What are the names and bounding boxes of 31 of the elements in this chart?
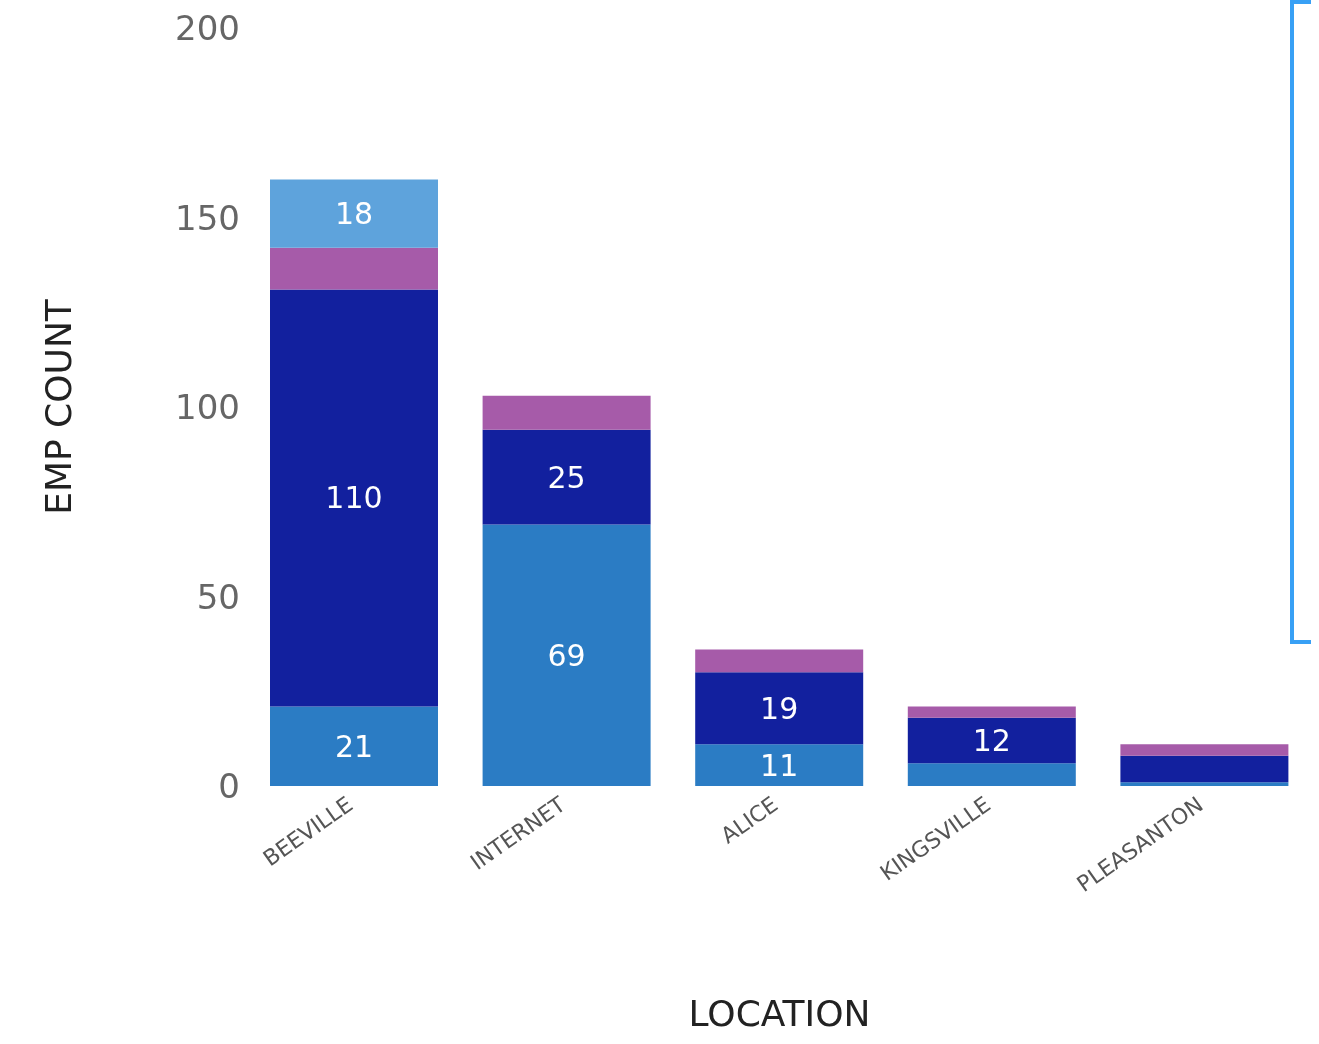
- data-label: 18: [334, 196, 374, 232]
- y-tick-label: 100: [175, 387, 240, 428]
- data-label: 110: [325, 480, 383, 516]
- data-label: 21: [334, 728, 374, 764]
- x-axis-title: LOCATION: [688, 993, 871, 1034]
- bar: [270, 179, 438, 248]
- data-label: 69: [547, 637, 586, 673]
- data-label: 25: [547, 459, 586, 495]
- bar: [482, 395, 651, 430]
- bar: [907, 717, 1076, 764]
- bar: [270, 706, 438, 786]
- data-label: 19: [760, 690, 799, 726]
- bar: [482, 429, 651, 525]
- bar: [1120, 744, 1289, 756]
- y-axis-title: EMP COUNT: [37, 298, 79, 515]
- bar: [1120, 755, 1289, 783]
- bar: [482, 524, 651, 786]
- y-tick-label: 150: [175, 197, 240, 238]
- bar: [1120, 782, 1289, 786]
- y-tick-label: 50: [196, 576, 240, 617]
- bar: [695, 744, 864, 786]
- bar: [270, 247, 438, 290]
- bar: [907, 706, 1076, 718]
- data-label: 12: [972, 723, 1011, 759]
- bar: [695, 649, 864, 673]
- y-tick-label: 0: [218, 766, 240, 807]
- y-tick-label: 200: [175, 8, 240, 49]
- bar: [270, 289, 438, 707]
- bar: [695, 672, 864, 745]
- data-label: 11: [760, 747, 799, 783]
- bar: [907, 763, 1076, 786]
